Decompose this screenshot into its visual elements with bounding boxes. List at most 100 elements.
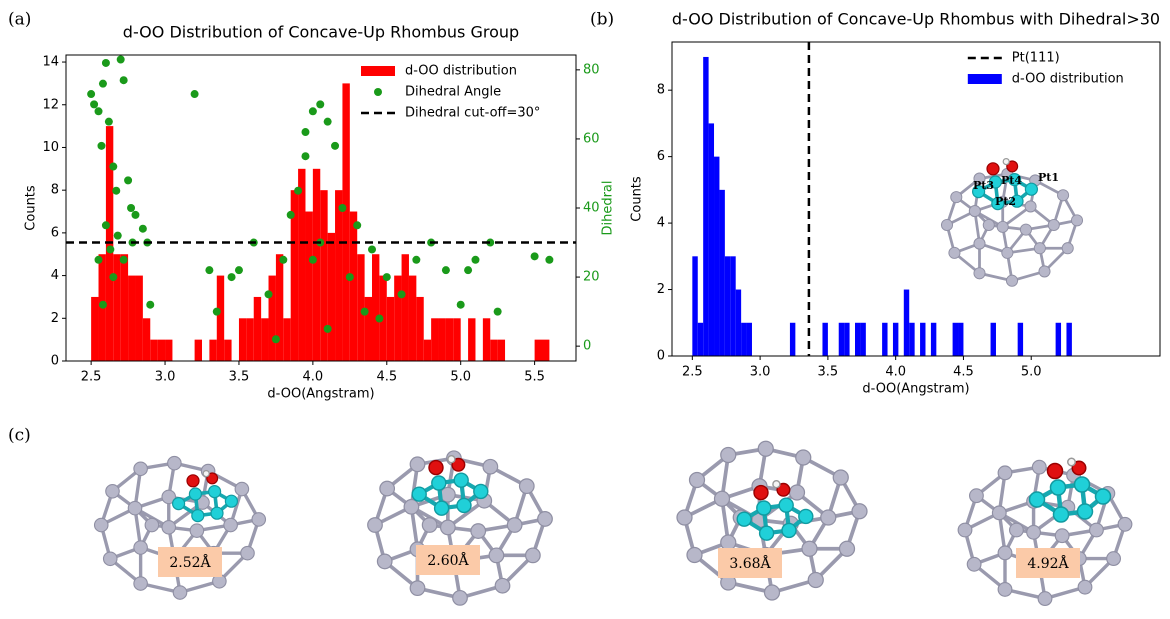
histogram-bar: [128, 275, 136, 361]
histogram-bar: [952, 322, 959, 356]
legend-swatch: [967, 74, 1002, 84]
histogram-bar: [497, 339, 506, 361]
histogram-bar: [305, 211, 313, 361]
scatter-point: [90, 100, 99, 109]
y-tick-label: 4: [657, 216, 665, 231]
chart-title: d-OO Distribution of Concave-Up Rhombus …: [672, 10, 1160, 29]
histogram-bar: [1017, 322, 1024, 356]
histogram-bar: [150, 339, 158, 361]
scatter-point: [464, 266, 473, 275]
histogram-bar: [822, 322, 828, 356]
histogram-bar: [91, 296, 99, 361]
legend-label: Dihedral cut-off=30°: [405, 106, 540, 121]
histogram-bar: [453, 318, 461, 361]
scatter-point: [368, 245, 376, 254]
histogram-bar: [892, 322, 899, 356]
histogram-bar: [209, 339, 217, 361]
label-box: [1016, 548, 1080, 578]
y-axis-label: Counts: [24, 185, 39, 231]
histogram-bar: [408, 275, 417, 361]
y-tick-label: 0: [657, 349, 665, 364]
histogram-bar: [165, 339, 173, 361]
histogram-bar: [542, 339, 550, 361]
label-box: [416, 545, 480, 575]
histogram-bar: [372, 254, 380, 361]
histogram-bar: [298, 168, 306, 361]
scatter-point: [382, 273, 391, 282]
y-tick-label: 0: [51, 354, 59, 369]
scatter-point: [127, 204, 136, 212]
y-tick-label: 2: [51, 311, 59, 326]
histogram-bar: [445, 318, 454, 361]
histogram-bar: [253, 296, 262, 361]
histogram-bar: [708, 123, 715, 356]
histogram-bar: [320, 190, 328, 361]
inset-structure: Pt3 Pt4 Pt1 Pt2: [939, 159, 1085, 289]
histogram-bar: [224, 339, 232, 361]
scatter-point: [109, 273, 118, 282]
x-tick-label: 3.0: [155, 370, 176, 385]
atom-label: Pt2: [995, 195, 1016, 208]
x-tick-label: 5.5: [524, 370, 545, 385]
histogram-bar: [724, 256, 731, 356]
legend-swatch: [374, 88, 382, 96]
histogram-bar: [692, 256, 698, 356]
scatter-point: [119, 76, 128, 85]
scatter-point: [331, 141, 340, 150]
x-tick-label: 5.0: [1021, 365, 1042, 380]
histogram-bar: [401, 254, 409, 361]
scatter-point: [112, 186, 121, 195]
histogram-bar: [246, 318, 254, 361]
scatter-point: [308, 107, 317, 116]
histogram-bar: [386, 296, 395, 361]
y-tick-label: 2: [657, 282, 665, 297]
scatter-point: [94, 255, 103, 264]
scatter-point: [119, 255, 128, 264]
scatter-point: [109, 162, 118, 171]
y-tick-label: 6: [657, 149, 665, 164]
structure: 4.92Å: [956, 458, 1134, 608]
histogram-bar: [416, 296, 424, 361]
y-axis-label: Counts: [630, 176, 645, 222]
legend-label: Dihedral Angle: [405, 85, 501, 100]
x-tick-label: 3.5: [818, 365, 839, 380]
scatter-point: [101, 221, 110, 230]
histogram-bar: [312, 168, 321, 361]
histogram-bar: [844, 322, 850, 356]
histogram-bar: [468, 318, 476, 361]
scatter-point: [323, 117, 332, 126]
scatter-point: [146, 300, 155, 309]
x-tick-label: 4.5: [953, 365, 974, 380]
structure: 2.60Å: [368, 451, 553, 605]
histogram-bar: [860, 322, 866, 356]
y2-axis-label: Dihedral: [601, 180, 616, 235]
histogram-bar: [290, 190, 299, 361]
scatter-point: [116, 55, 125, 64]
y-tick-label: 14: [42, 55, 59, 70]
scatter-point: [412, 255, 421, 264]
histogram-bar: [1066, 322, 1072, 356]
scatter-point: [104, 117, 113, 126]
histogram-bar: [438, 318, 446, 361]
histogram-bar: [1055, 322, 1062, 356]
scatter-point: [131, 210, 140, 219]
distance-label: 2.52Å: [169, 553, 211, 571]
scatter-point: [360, 307, 369, 316]
histogram-bar: [789, 322, 796, 356]
scatter-point: [441, 266, 450, 275]
scatter-point: [124, 176, 133, 185]
distance-label: 3.68Å: [729, 554, 771, 572]
scatter-point: [353, 221, 362, 230]
distance-label: 2.60Å: [427, 551, 469, 569]
scatter-point: [545, 255, 554, 264]
panel-label: (c): [8, 426, 31, 446]
y-tick-label: 6: [51, 225, 59, 240]
y-tick-label: 12: [42, 97, 59, 112]
histogram-bar: [327, 232, 336, 361]
scatter-point: [530, 252, 539, 261]
scatter-point: [493, 307, 502, 316]
scatter-point: [271, 335, 280, 344]
x-tick-label: 2.5: [682, 365, 703, 380]
histogram-bar: [216, 275, 225, 361]
histogram-bar: [882, 322, 888, 356]
